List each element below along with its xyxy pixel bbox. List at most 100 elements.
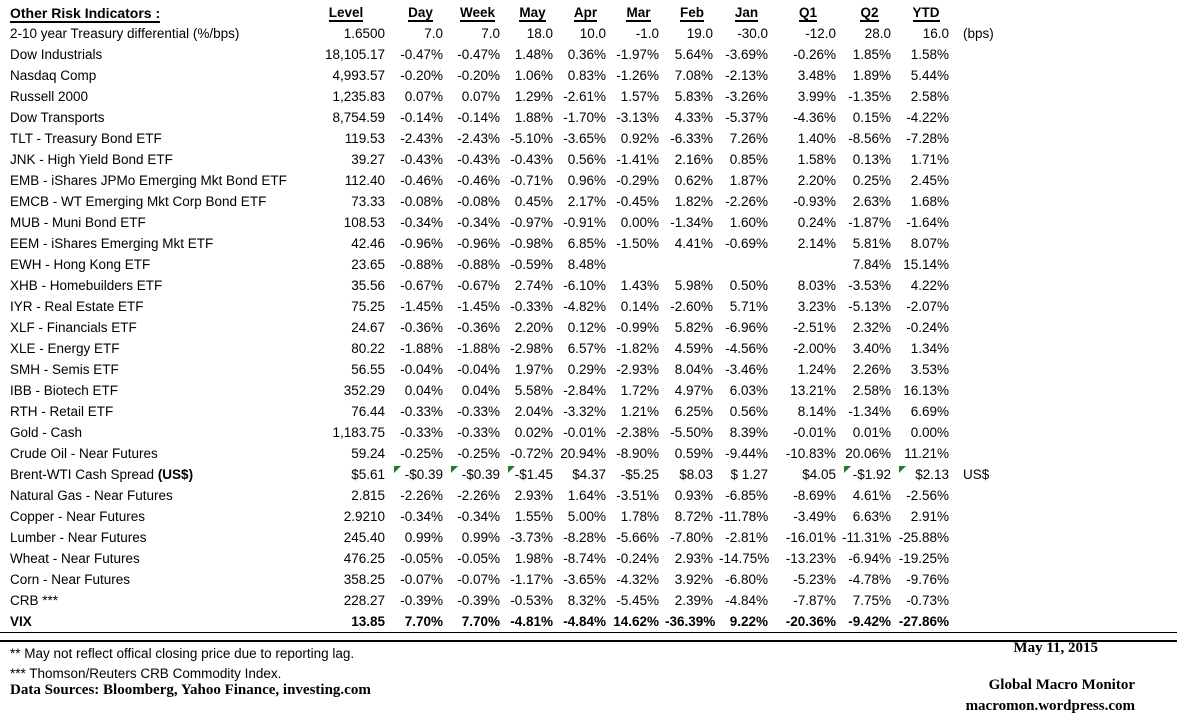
value-cell: 14.62%	[612, 611, 665, 633]
value-cell: 5.83%	[674, 89, 713, 104]
value-cell: 0.15%	[852, 110, 891, 125]
row-note-cell: (bps)	[963, 26, 994, 41]
value-cell: 1.88%	[514, 110, 553, 125]
value-cell: -1.64%	[906, 215, 949, 230]
value-cell: 7.0	[481, 26, 500, 41]
value-cell: -2.61%	[563, 89, 606, 104]
value-cell: -1.70%	[563, 110, 606, 125]
level-cell: 56.55	[351, 362, 385, 377]
row-note-cell	[955, 317, 1015, 338]
value-cell: 2.58%	[852, 383, 891, 398]
column-header-filler	[1015, 2, 1177, 23]
value-cell: 0.04%	[404, 383, 443, 398]
value-cell: 0.93%	[674, 488, 713, 503]
level-cell: 1.6500	[343, 26, 385, 41]
level-cell: 8,754.59	[332, 110, 385, 125]
value-cell: 0.99%	[404, 530, 443, 545]
value-cell: 7.75%	[852, 593, 891, 608]
value-cell: -0.59%	[510, 257, 553, 272]
level-cell: 23.65	[351, 257, 385, 272]
value-cell: 2.26%	[852, 362, 891, 377]
filler-cell	[1015, 443, 1177, 464]
value-cell: 8.07%	[910, 236, 949, 251]
row-label-cell: IYR - Real Estate ETF	[10, 299, 144, 314]
column-header-q1: Q1	[798, 5, 817, 22]
value-cell: 5.00%	[567, 509, 606, 524]
filler-cell	[1015, 86, 1177, 107]
row-note-cell	[955, 296, 1015, 317]
brand-name: Global Macro Monitor	[988, 677, 1135, 693]
row-label-cell: Corn - Near Futures	[10, 572, 131, 587]
value-cell: $4.05	[802, 467, 836, 482]
table-row: Natural Gas - Near Futures 2.815 -2.26% -2.…	[0, 485, 1177, 506]
value-cell: 6.03%	[729, 383, 768, 398]
row-note-cell	[955, 506, 1015, 527]
table-row: 2-10 year Treasury differential (%/bps) 1…	[0, 23, 1177, 44]
value-cell: -30.0	[737, 26, 768, 41]
row-note-cell	[955, 170, 1015, 191]
value-cell: 20.94%	[560, 446, 606, 461]
level-cell: 73.33	[351, 194, 385, 209]
value-cell: -6.10%	[563, 278, 606, 293]
value-cell: -3.46%	[725, 362, 768, 377]
row-note-cell	[955, 233, 1015, 254]
value-cell: 18.0	[526, 26, 553, 41]
value-cell: -5.66%	[616, 530, 659, 545]
value-cell: 2.45%	[910, 173, 949, 188]
value-cell: -8.69%	[793, 488, 836, 503]
value-cell: -$1.92	[842, 464, 897, 485]
row-label-cell: Crude Oil - Near Futures	[10, 446, 158, 461]
value-cell: -0.26%	[793, 47, 836, 62]
row-note-cell	[955, 422, 1015, 443]
cell-comment-triangle-icon	[394, 466, 401, 473]
value-cell: 1.34%	[910, 341, 949, 356]
filler-cell	[1015, 485, 1177, 506]
filler-cell	[1015, 254, 1177, 275]
value-cell: -2.93%	[616, 362, 659, 377]
brand-block: Global Macro Monitor macromon.wordpress.…	[966, 675, 1135, 714]
level-cell: 1,183.75	[332, 425, 385, 440]
filler-cell	[1015, 44, 1177, 65]
value-cell: -2.00%	[793, 341, 836, 356]
value-cell: -9.42%	[842, 611, 897, 633]
value-cell: -1.45%	[400, 299, 443, 314]
filler-cell	[1015, 359, 1177, 380]
value-cell: -14.75%	[719, 551, 770, 566]
level-cell: 4,993.57	[332, 68, 385, 83]
value-cell: -3.26%	[725, 89, 768, 104]
table-row: TLT - Treasury Bond ETF 119.53 -2.43% -2.43…	[0, 128, 1177, 149]
row-note-cell	[955, 527, 1015, 548]
value-cell: 0.50%	[729, 278, 768, 293]
value-cell: 16.0	[922, 26, 949, 41]
value-cell: 0.56%	[567, 152, 606, 167]
column-header-week: Week	[459, 5, 496, 22]
row-label-cell: Russell 2000	[10, 89, 89, 104]
row-label-cell: XHB - Homebuilders ETF	[10, 278, 163, 293]
value-cell: -0.34%	[400, 509, 443, 524]
filler-cell	[1015, 611, 1177, 633]
value-cell: 3.48%	[797, 68, 836, 83]
value-cell: 1.24%	[797, 362, 836, 377]
column-header-note-spacer	[955, 2, 1015, 23]
value-cell: -0.69%	[725, 236, 768, 251]
value-cell: -2.56%	[906, 488, 949, 503]
value-cell: -0.34%	[457, 509, 500, 524]
level-cell: 352.29	[343, 383, 385, 398]
value-cell: -0.24%	[906, 320, 949, 335]
table-row: EMCB - WT Emerging Mkt Corp Bond ETF 73.3…	[0, 191, 1177, 212]
value-cell: -$0.39	[449, 464, 506, 485]
row-label-cell: Nasdaq Comp	[10, 68, 97, 83]
value-cell: 2.20%	[514, 320, 553, 335]
value-cell: -8.28%	[563, 530, 606, 545]
row-label-cell: EWH - Hong Kong ETF	[10, 257, 151, 272]
value-cell: -5.23%	[793, 572, 836, 587]
table-row: Russell 2000 1,235.83 0.07% 0.07% 1.29% -2.61…	[0, 86, 1177, 107]
cell-comment-triangle-icon	[451, 466, 458, 473]
value-cell: -7.87%	[793, 593, 836, 608]
row-note-cell	[955, 275, 1015, 296]
value-cell: -6.96%	[725, 320, 768, 335]
value-cell: 3.92%	[674, 572, 713, 587]
row-label-cell: CRB ***	[10, 593, 59, 608]
value-cell: 7.84%	[852, 257, 891, 272]
value-cell: -2.43%	[457, 131, 500, 146]
